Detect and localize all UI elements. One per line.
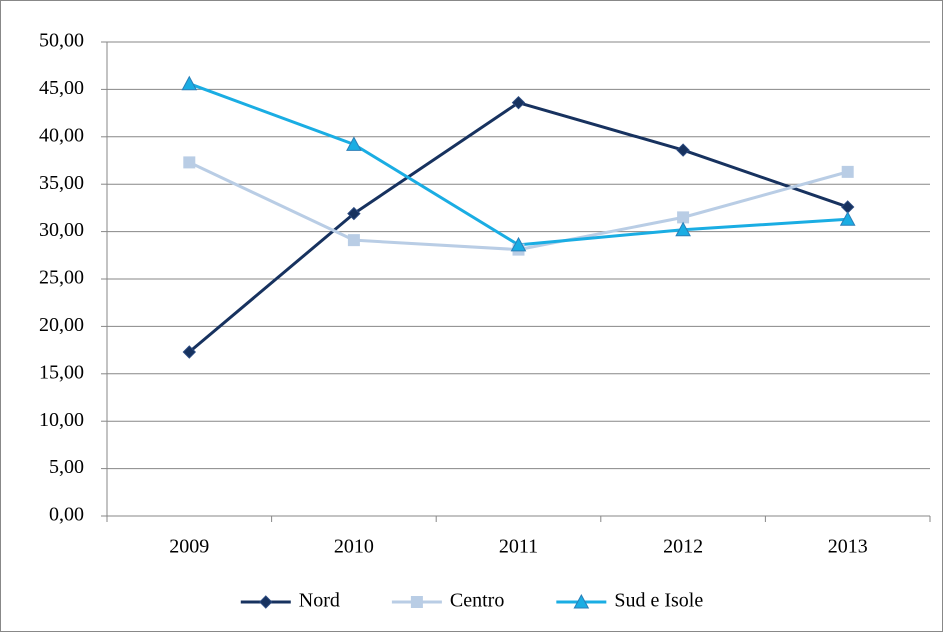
marker: [347, 234, 360, 247]
marker: [511, 95, 526, 110]
marker: [510, 236, 527, 252]
y-tick-label: 5,00: [49, 456, 84, 478]
y-tick-label: 50,00: [39, 30, 84, 52]
marker: [183, 156, 196, 169]
y-tick-label: 20,00: [39, 314, 84, 336]
marker: [347, 206, 361, 221]
legend-marker: [573, 593, 590, 609]
marker: [677, 211, 690, 224]
y-tick-label: 35,00: [39, 172, 84, 194]
x-tick-label: 2010: [334, 536, 374, 558]
marker: [841, 165, 854, 178]
legend-label: Sud e Isole: [614, 590, 703, 612]
marker: [675, 221, 691, 237]
marker: [346, 136, 362, 151]
x-tick-label: 2013: [828, 536, 868, 558]
marker: [676, 143, 690, 157]
y-tick-label: 40,00: [39, 124, 84, 146]
y-tick-label: 25,00: [39, 267, 84, 289]
x-tick-label: 2012: [663, 536, 703, 558]
marker: [839, 211, 856, 226]
x-tick-label: 2009: [169, 536, 209, 558]
y-tick-label: 0,00: [49, 504, 84, 526]
legend-marker: [410, 596, 423, 608]
y-tick-label: 45,00: [39, 77, 84, 99]
marker: [182, 345, 197, 359]
legend-marker: [259, 595, 273, 609]
y-tick-label: 10,00: [39, 409, 84, 431]
x-tick-label: 2011: [499, 536, 538, 558]
y-tick-label: 15,00: [39, 361, 84, 383]
marker: [181, 75, 198, 91]
legend-label: Nord: [299, 590, 340, 612]
y-tick-label: 30,00: [39, 219, 84, 241]
legend-label: Centro: [450, 590, 504, 612]
